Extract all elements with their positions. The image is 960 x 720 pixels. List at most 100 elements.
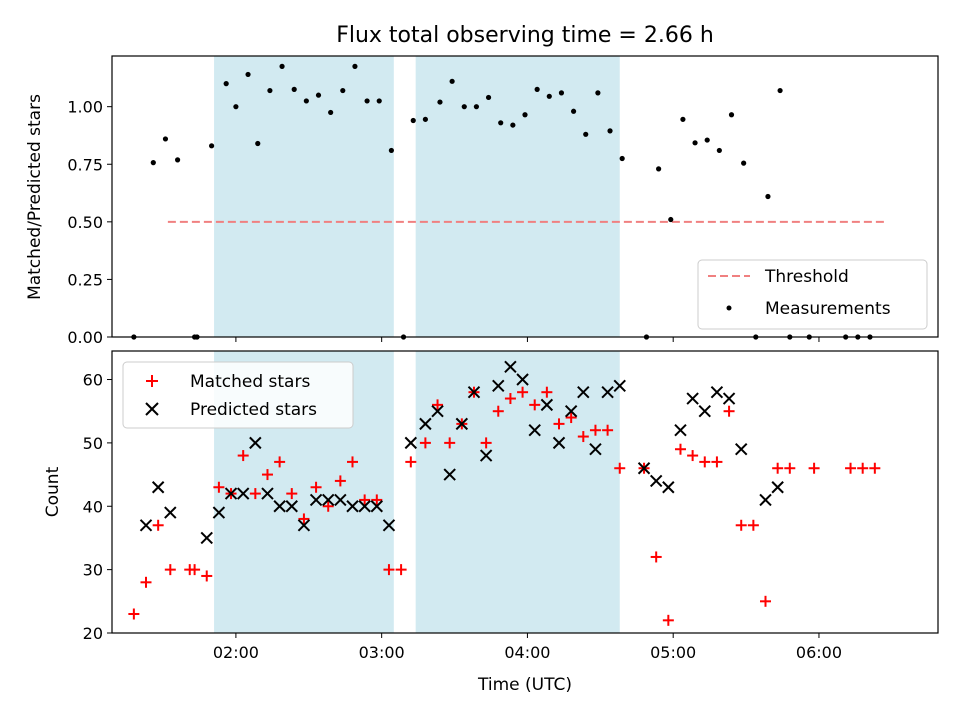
marker-stroke xyxy=(431,404,444,418)
matched-star-marker xyxy=(237,450,249,462)
marker-stroke xyxy=(735,443,748,456)
matched-star-marker xyxy=(298,513,310,525)
matched-star-marker xyxy=(492,405,504,417)
matched-star-marker xyxy=(589,424,601,436)
predicted-star-marker xyxy=(200,531,213,545)
marker-stroke xyxy=(577,385,590,399)
count-panel-frame xyxy=(111,350,939,634)
matched-star-marker xyxy=(140,576,152,588)
y-tick-label: 40 xyxy=(83,497,103,516)
marker-stroke xyxy=(297,519,311,532)
matched-star-marker xyxy=(541,386,553,398)
x-axis-label: Time (UTC) xyxy=(477,675,572,695)
measurement-point xyxy=(303,98,309,104)
predicted-star-marker xyxy=(467,385,481,399)
observing-window xyxy=(415,351,620,633)
predicted-legend-swatch xyxy=(145,402,159,416)
y-tick-label: 60 xyxy=(83,371,103,390)
marker-stroke xyxy=(212,506,226,519)
predicted-star-marker xyxy=(759,493,772,507)
measurement-point xyxy=(485,94,492,101)
measurement-point xyxy=(291,86,297,92)
marker-stroke xyxy=(455,417,469,431)
measurement-point xyxy=(522,112,528,118)
measurements-legend-swatch xyxy=(726,305,732,311)
x-tick-label: 03:00 xyxy=(359,643,405,662)
x-tick-label: 02:00 xyxy=(213,643,259,662)
matched-star-marker xyxy=(444,437,456,449)
matched-star-marker xyxy=(674,443,686,455)
marker-stroke xyxy=(528,424,541,437)
marker-stroke xyxy=(686,392,699,405)
y-tick-label: 0.00 xyxy=(67,328,103,347)
measurement-point xyxy=(595,90,601,96)
measurement-point xyxy=(570,108,577,114)
predicted-star-marker xyxy=(564,404,578,418)
marker-stroke xyxy=(759,493,772,507)
matched-star-marker xyxy=(152,519,164,531)
matched-star-marker xyxy=(274,456,286,468)
marker-stroke xyxy=(285,500,298,513)
matched-star-marker xyxy=(772,462,784,474)
matched-star-marker xyxy=(869,462,881,474)
measurement-point xyxy=(328,109,334,116)
measurement-point xyxy=(607,128,613,134)
marker-stroke xyxy=(674,424,687,437)
marker-stroke xyxy=(564,404,578,418)
y-tick-label: 0.50 xyxy=(67,213,103,232)
measurement-point xyxy=(704,137,710,143)
predicted-stars-series xyxy=(139,360,784,545)
x-tick-label: 04:00 xyxy=(504,643,550,662)
marker-stroke xyxy=(358,500,371,513)
measurement-point xyxy=(498,120,504,126)
measurement-point xyxy=(376,98,382,104)
predicted-star-marker xyxy=(358,500,371,513)
marker-stroke xyxy=(200,531,213,545)
matched-star-marker xyxy=(189,564,201,576)
predicted-star-marker xyxy=(637,462,651,475)
marker-stroke xyxy=(771,481,784,494)
matched-star-marker xyxy=(310,481,322,493)
predicted-star-marker xyxy=(662,481,675,494)
x-tick-label: 06:00 xyxy=(796,643,842,662)
marker-stroke xyxy=(334,493,347,507)
predicted-star-marker xyxy=(404,436,418,450)
marker-stroke xyxy=(151,481,165,494)
marker-stroke xyxy=(637,462,651,475)
ratio-panel: 0.00 0.25 0.50 0.75 1.00 Matched/Predicted s… xyxy=(25,55,939,347)
predicted-star-marker xyxy=(322,493,335,507)
predicted-star-marker xyxy=(674,424,687,437)
measurement-point xyxy=(162,136,169,142)
predicted-star-marker xyxy=(613,379,626,393)
measurement-point xyxy=(534,86,540,92)
matched-star-marker xyxy=(857,462,869,474)
count-y-ticks: 20 30 40 50 60 xyxy=(83,371,112,643)
predicted-star-marker xyxy=(370,500,384,513)
measurements-series xyxy=(131,63,873,340)
predicted-legend-label: Predicted stars xyxy=(190,400,317,420)
measurement-point xyxy=(174,157,181,163)
observing-window xyxy=(214,56,394,337)
marker-stroke xyxy=(649,474,663,488)
matched-star-marker xyxy=(213,481,225,493)
marker-stroke xyxy=(467,385,481,399)
marker-stroke xyxy=(164,506,177,519)
measurement-point xyxy=(223,81,229,87)
matched-star-marker xyxy=(334,475,346,487)
predicted-star-marker xyxy=(735,443,748,456)
marker-stroke xyxy=(236,487,250,500)
matched-star-marker xyxy=(687,450,699,462)
marker-stroke xyxy=(382,519,396,532)
predicted-star-marker xyxy=(686,392,699,405)
matched-star-marker xyxy=(747,519,759,531)
matched-star-marker xyxy=(419,437,431,449)
predicted-star-marker xyxy=(649,474,663,488)
predicted-star-marker xyxy=(297,519,311,532)
predicted-star-marker xyxy=(589,443,602,456)
chart-title: Flux total observing time = 2.66 h xyxy=(336,23,714,48)
predicted-star-marker xyxy=(771,481,784,494)
matched-star-marker xyxy=(371,494,383,506)
matched-stars-series xyxy=(128,386,881,626)
marker-stroke xyxy=(404,436,418,450)
measurement-point xyxy=(728,112,735,118)
